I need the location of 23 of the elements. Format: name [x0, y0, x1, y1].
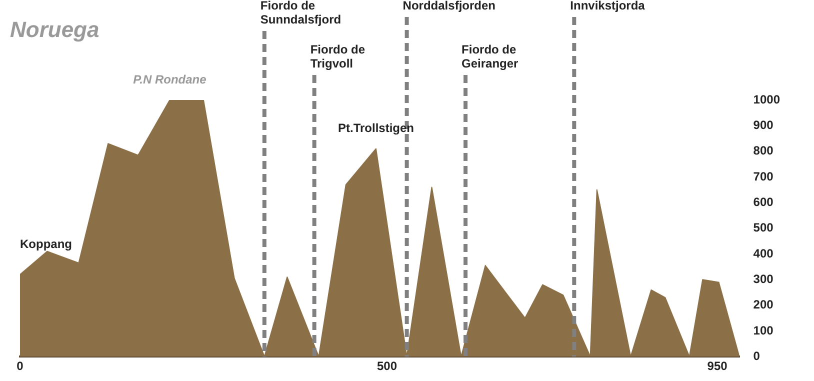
y-tick-label: 300 — [753, 272, 774, 286]
ref-line-label: Fiordo de Trigvoll — [310, 42, 366, 70]
annotation: Pt.Trollstigen — [338, 121, 414, 136]
annotation: Koppang — [20, 236, 72, 251]
y-tick-label: 500 — [753, 220, 774, 235]
ref-line-label: Norddalsfjorden — [402, 0, 496, 12]
ref-line-label: Fiordo de Geiranger — [462, 42, 519, 70]
y-tick-label: 800 — [753, 144, 774, 158]
y-tick-label: 600 — [753, 194, 774, 209]
annotation: P.N Rondane — [133, 72, 207, 86]
y-tick-label: 400 — [753, 246, 774, 260]
y-tick-label: 0 — [753, 348, 760, 363]
x-tick-label: 0 — [16, 359, 24, 374]
ref-line-label: Fiordo de Sunndalsfjord — [260, 0, 342, 26]
y-tick-label: 200 — [753, 298, 774, 312]
y-tick-label: 100 — [753, 323, 774, 338]
ref-line-label: Innvikstjorda — [570, 0, 646, 12]
x-tick-label: 950 — [707, 359, 728, 374]
y-tick-label: 1000 — [753, 92, 780, 106]
y-tick-label: 700 — [753, 169, 774, 184]
y-tick-label: 900 — [753, 118, 774, 132]
chart-title: Noruega — [10, 17, 100, 42]
x-tick-label: 500 — [376, 359, 398, 374]
